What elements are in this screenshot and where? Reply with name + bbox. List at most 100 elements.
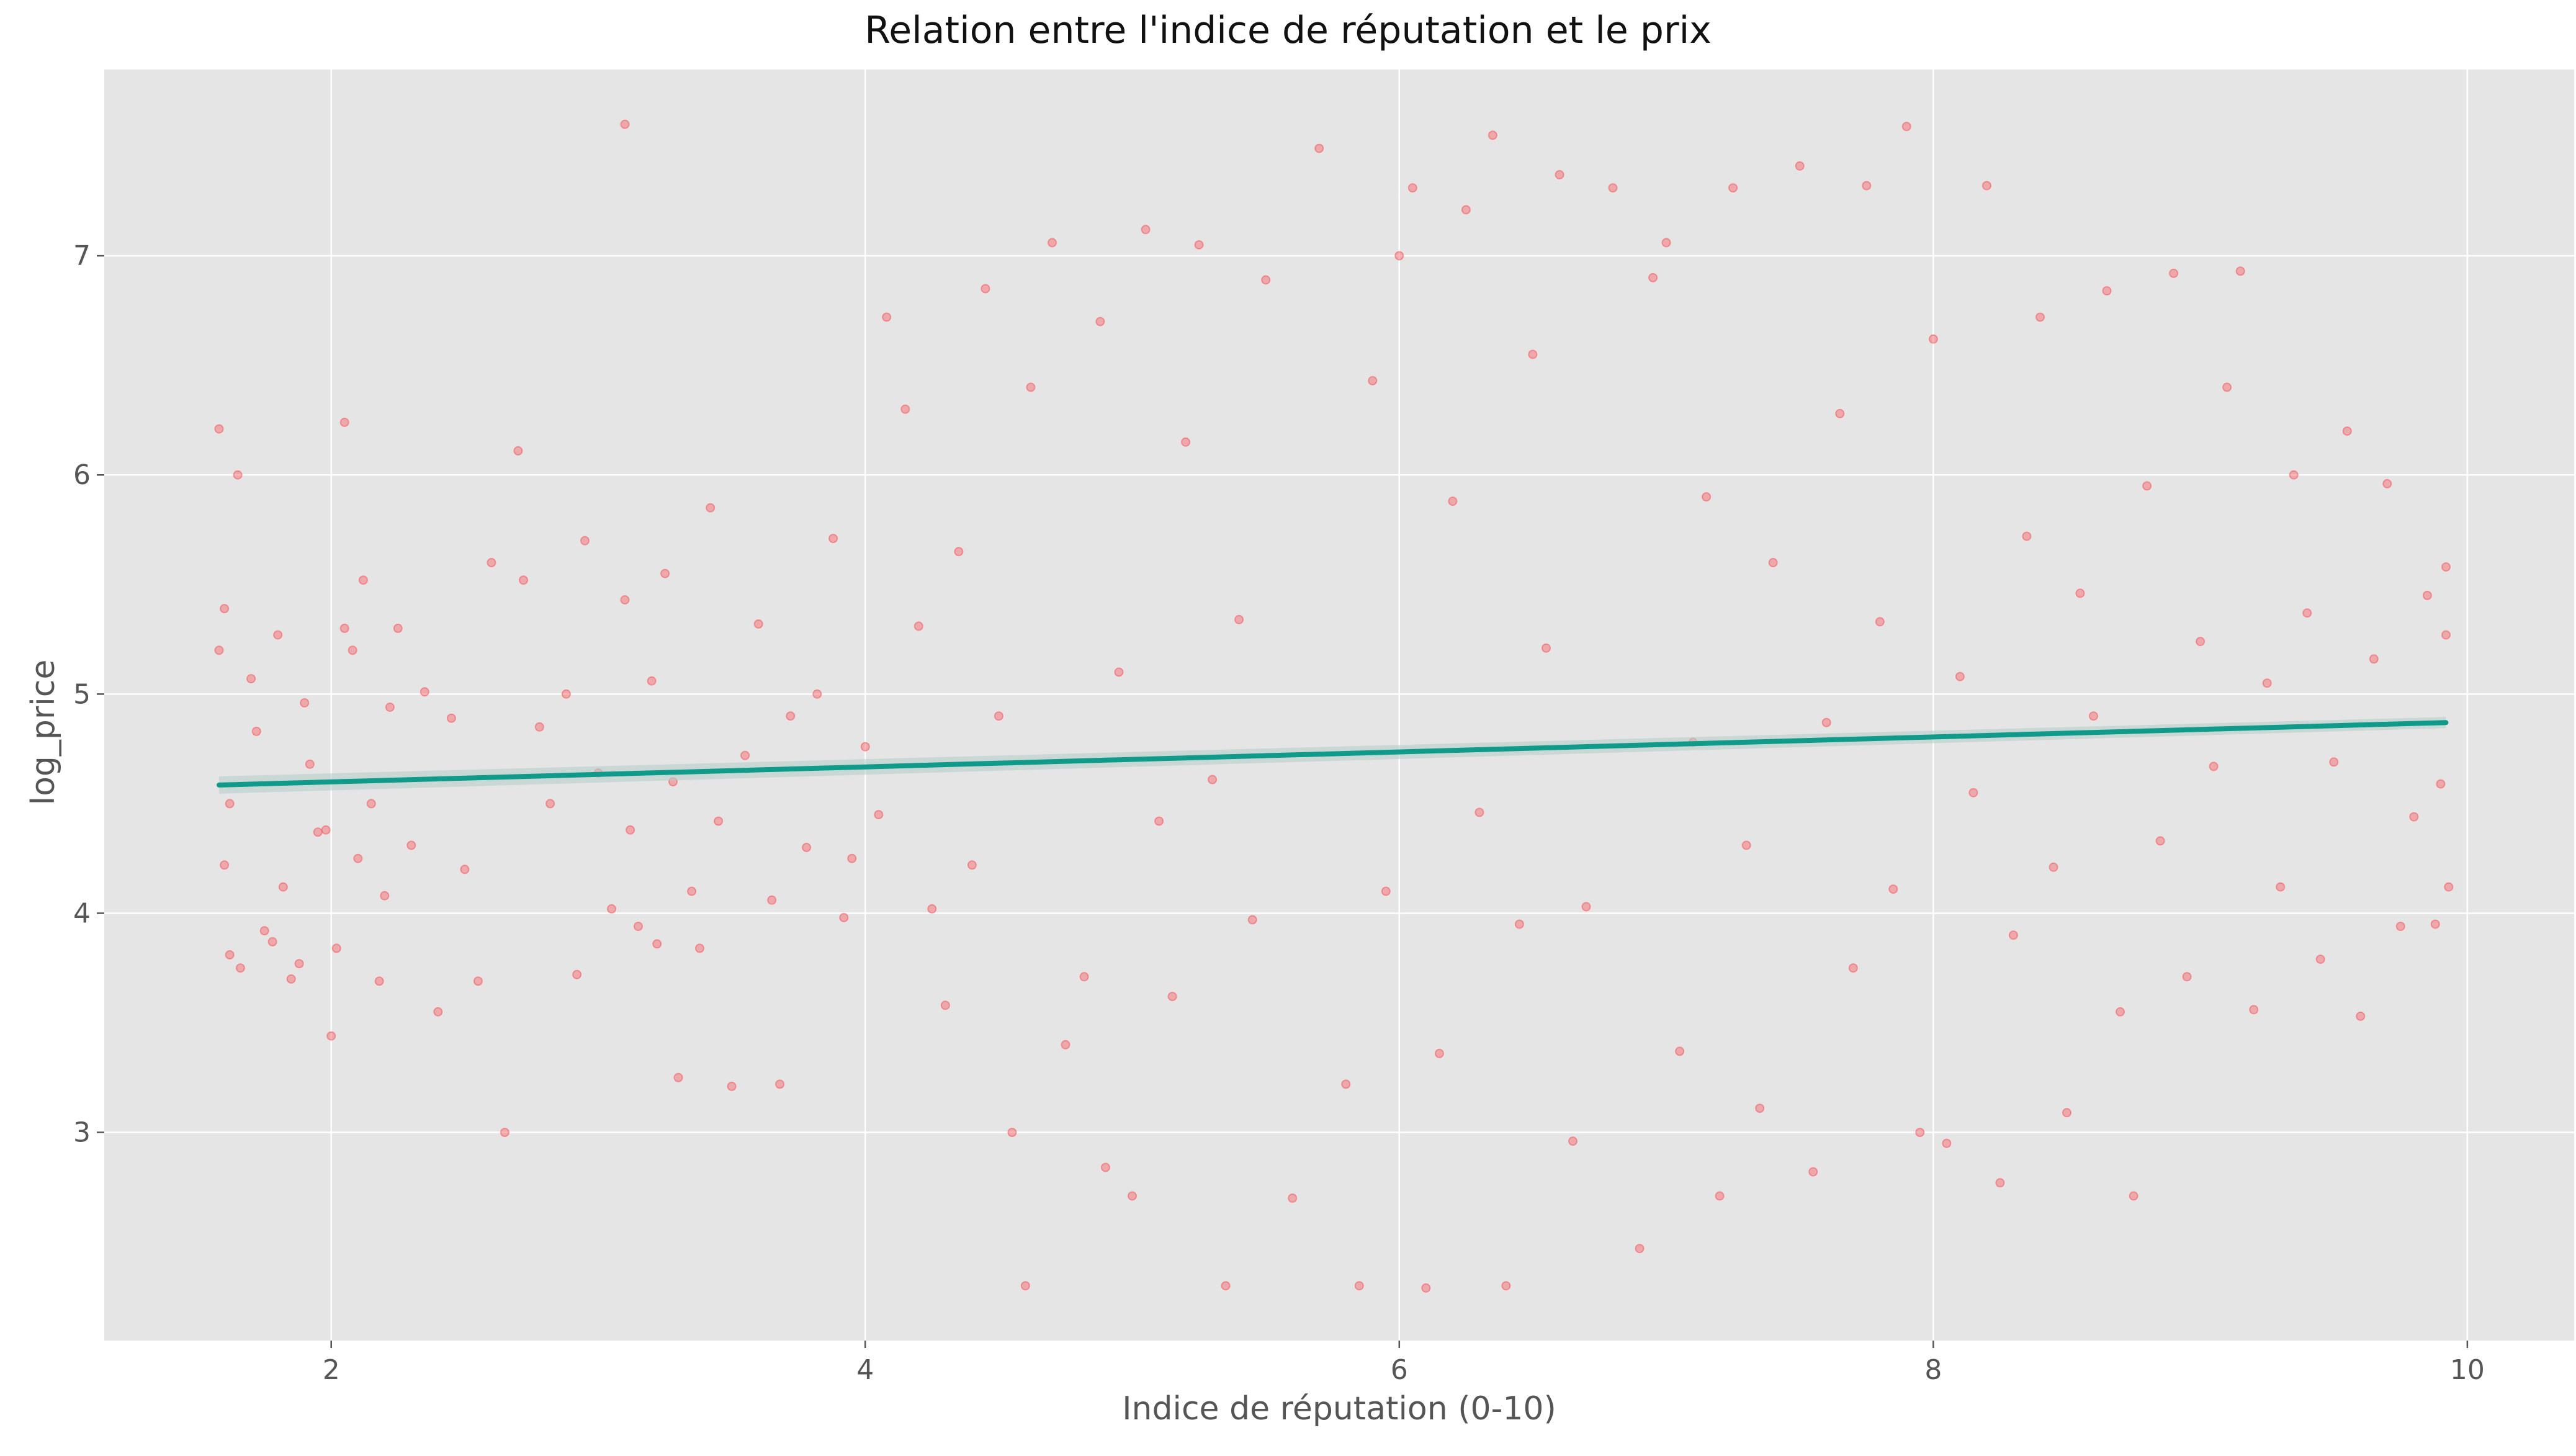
data-point: [225, 950, 235, 959]
data-point: [1928, 334, 1938, 344]
data-point: [2382, 479, 2392, 488]
data-point: [1128, 1191, 1137, 1201]
data-point: [374, 976, 384, 986]
data-point: [1514, 919, 1524, 929]
data-point: [1741, 840, 1751, 850]
data-point: [1915, 1128, 1925, 1138]
data-point: [753, 619, 763, 629]
data-point: [874, 810, 884, 820]
x-tick-label: 6: [1391, 1354, 1408, 1386]
data-point: [2342, 426, 2352, 436]
data-point: [487, 558, 496, 567]
y-tick-label: 7: [73, 240, 91, 272]
y-axis-label: log_price: [25, 659, 62, 806]
data-point: [2441, 630, 2451, 640]
data-point: [1648, 272, 1658, 282]
data-point: [267, 937, 277, 946]
x-axis-label: Indice de réputation (0-10): [1122, 1390, 1556, 1427]
data-point: [2276, 882, 2286, 892]
data-point: [1354, 1281, 1364, 1291]
data-point: [1026, 382, 1036, 392]
data-point: [1768, 558, 1778, 567]
data-point: [994, 711, 1003, 721]
data-point: [446, 713, 456, 723]
data-point: [1247, 915, 1257, 925]
x-tick-label: 10: [2450, 1354, 2485, 1386]
data-point: [286, 974, 296, 984]
data-point: [1862, 181, 1872, 191]
y-tick-labels: 3 4 5 6 7: [73, 240, 104, 1149]
data-point: [2444, 882, 2454, 892]
data-point: [2129, 1191, 2138, 1201]
data-point: [1181, 437, 1191, 447]
data-point: [1702, 492, 1712, 502]
data-point: [1421, 1283, 1431, 1293]
data-point: [2249, 1005, 2259, 1015]
data-point: [2222, 382, 2232, 392]
data-point: [1821, 717, 1831, 727]
data-point: [1474, 807, 1484, 817]
data-point: [1448, 497, 1458, 506]
data-point: [1808, 1167, 1818, 1177]
data-point: [1314, 143, 1324, 153]
data-point: [2422, 590, 2432, 600]
data-point: [2289, 470, 2299, 480]
data-point: [767, 895, 777, 905]
data-point: [460, 865, 470, 874]
data-point: [348, 645, 357, 655]
data-point: [1208, 775, 1218, 784]
data-point: [2209, 762, 2219, 771]
data-point: [2441, 562, 2451, 572]
data-point: [2102, 286, 2112, 296]
data-point: [326, 1031, 336, 1041]
data-point: [1581, 902, 1591, 912]
data-point: [519, 575, 528, 585]
data-point: [1875, 617, 1885, 627]
y-tick-label: 4: [73, 897, 91, 929]
data-point: [2409, 812, 2419, 822]
data-point: [2262, 678, 2272, 688]
data-point: [1608, 183, 1618, 193]
data-point: [500, 1128, 509, 1138]
data-point: [1848, 963, 1858, 973]
data-point: [1568, 1136, 1577, 1146]
regression-layer: [217, 717, 2449, 794]
y-tick-label: 6: [73, 459, 91, 491]
data-point: [2302, 608, 2312, 618]
data-point: [2062, 1108, 2071, 1118]
data-point: [2169, 268, 2179, 278]
data-point: [294, 959, 304, 969]
data-point: [981, 284, 990, 294]
data-point: [1288, 1193, 1298, 1203]
data-point: [393, 623, 403, 633]
data-point: [1434, 1048, 1444, 1058]
x-tick-labels: 2 4 6 8 10: [323, 1341, 2485, 1386]
data-point: [2182, 972, 2192, 982]
data-point: [251, 726, 261, 736]
data-point: [2356, 1011, 2366, 1021]
data-point: [2142, 481, 2152, 491]
data-point: [2315, 955, 2325, 964]
data-point: [1755, 1103, 1765, 1113]
data-point: [1221, 1281, 1231, 1291]
data-point: [1261, 275, 1271, 285]
data-point: [1501, 1281, 1511, 1291]
data-point: [1095, 317, 1105, 326]
data-point: [1675, 1046, 1685, 1056]
data-point: [607, 904, 616, 914]
x-tick-label: 4: [856, 1354, 874, 1386]
data-point: [1542, 643, 1551, 653]
data-point: [802, 843, 812, 852]
x-tick-label: 2: [323, 1354, 340, 1386]
data-point: [1835, 408, 1845, 418]
data-point: [812, 689, 822, 699]
data-point: [847, 853, 857, 863]
data-point: [913, 621, 923, 631]
data-point: [2116, 1007, 2125, 1017]
data-point: [2430, 919, 2440, 929]
data-point: [2035, 312, 2045, 322]
data-point: [2329, 757, 2339, 767]
data-point: [786, 711, 796, 721]
data-point: [706, 503, 716, 513]
